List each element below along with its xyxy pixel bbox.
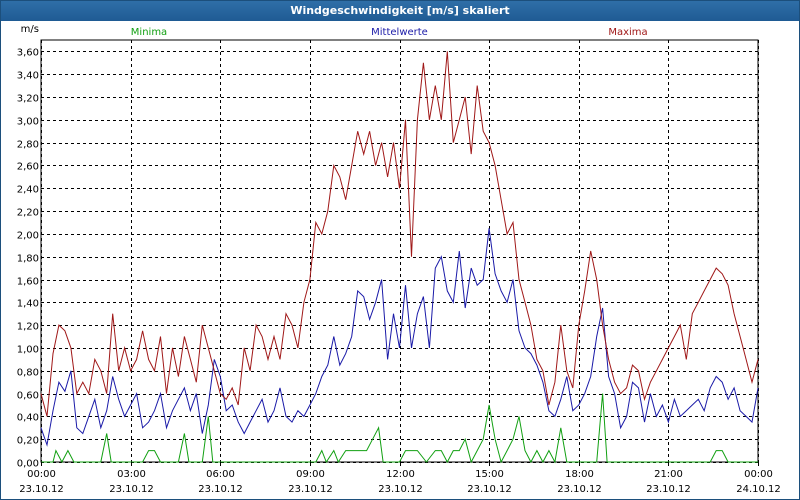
y-tick-label: 1,60 (17, 277, 39, 288)
y-tick-label: 2,80 (17, 140, 39, 151)
x-tick-time: 03:00 (117, 469, 146, 480)
y-tick-label: 2,60 (17, 162, 39, 173)
x-tick-date: 24.10.12 (736, 484, 781, 495)
y-tick-label: 1,20 (17, 322, 39, 333)
y-tick-label: 0,60 (17, 391, 39, 402)
y-tick-label: 0,20 (17, 436, 39, 447)
x-tick-time: 18:00 (565, 469, 594, 480)
x-tick-date: 23.10.12 (378, 484, 423, 495)
x-tick-date: 23.10.12 (557, 484, 602, 495)
x-tick-time: 15:00 (475, 469, 504, 480)
plot-frame (40, 39, 759, 463)
legend: Minima Mittelwerte Maxima (131, 27, 648, 38)
y-tick-label: 1,40 (17, 299, 39, 310)
y-tick-label: 1,00 (17, 345, 39, 356)
series-layer (40, 51, 759, 464)
x-tick-date: 23.10.12 (288, 484, 333, 495)
x-tick-date: 23.10.12 (109, 484, 154, 495)
series-line-maxima (40, 51, 759, 417)
legend-entry-mittelwerte: Mittelwerte (371, 27, 428, 38)
y-tick-label: 3,00 (17, 117, 39, 128)
x-tick-time: 09:00 (296, 469, 325, 480)
y-tick-label: 3,40 (17, 71, 39, 82)
window-title: Windgeschwindigkeit [m/s] skaliert (1, 1, 799, 21)
x-tick-time: 06:00 (206, 469, 235, 480)
y-tick-label: 3,60 (17, 48, 39, 59)
axes: 0,00 0,20 0,40 0,60 0,80 1,00 1,20 1,40 1,60 1,80… (17, 24, 781, 495)
legend-entry-minima: Minima (131, 27, 167, 38)
wind-speed-chart: 0,00 0,20 0,40 0,60 0,80 1,00 1,20 1,40 1,60 1,80… (17, 24, 781, 495)
y-tick-label: 0,80 (17, 368, 39, 379)
y-tick-label: 1,80 (17, 254, 39, 265)
grid (40, 39, 759, 463)
x-tick-time: 12:00 (386, 469, 415, 480)
x-tick-time: 21:00 (654, 469, 683, 480)
y-tick-label: 2,40 (17, 185, 39, 196)
x-tick-date: 23.10.12 (19, 484, 64, 495)
y-tick-label: 0,00 (17, 459, 39, 470)
x-tick-date: 23.10.12 (467, 484, 512, 495)
y-tick-label: 3,20 (17, 94, 39, 105)
y-tick-label: 2,00 (17, 231, 39, 242)
x-tick-date: 23.10.12 (198, 484, 243, 495)
legend-entry-maxima: Maxima (608, 27, 647, 38)
y-axis-label: m/s (21, 24, 39, 35)
y-tick-label: 0,40 (17, 413, 39, 424)
y-tick-label: 2,20 (17, 208, 39, 219)
series-line-minima (41, 393, 758, 464)
series-line-mittelwerte (40, 228, 759, 447)
x-tick-time: 00:00 (27, 469, 56, 480)
x-tick-time: 00:00 (744, 469, 773, 480)
x-tick-date: 23.10.12 (646, 484, 691, 495)
